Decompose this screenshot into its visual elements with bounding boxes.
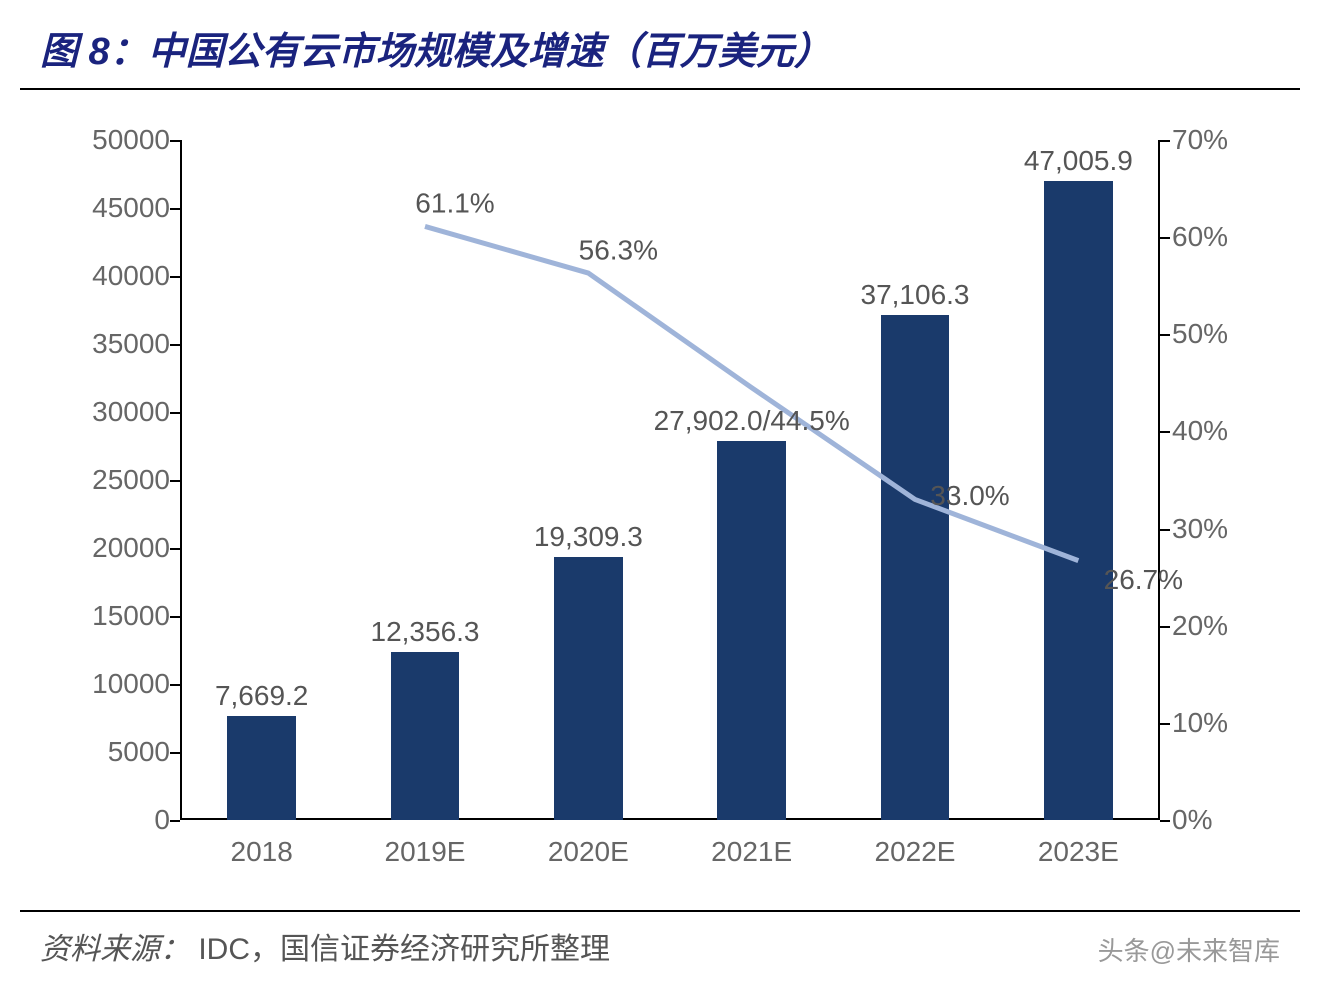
y-left-tick	[170, 208, 180, 210]
y-left-tick	[170, 752, 180, 754]
y-right-tick	[1160, 334, 1170, 336]
x-tick-label: 2018	[231, 836, 293, 868]
source-value: IDC，国信证券经济研究所整理	[198, 933, 610, 966]
y-right-tick	[1160, 626, 1170, 628]
y-right-tick-label: 50%	[1172, 318, 1272, 350]
y-left-tick	[170, 412, 180, 414]
x-tick-label: 2019E	[385, 836, 466, 868]
plot-area: 61.1%56.3%33.0%26.7% 7,669.212,356.319,3…	[180, 140, 1160, 820]
bar-value-label: 12,356.3	[371, 616, 480, 648]
y-right-tick-label: 10%	[1172, 707, 1272, 739]
x-tick-label: 2021E	[711, 836, 792, 868]
line-value-label: 33.0%	[930, 480, 1009, 512]
y-left-tick-label: 50000	[50, 124, 170, 156]
source-label: 资料来源：	[40, 933, 190, 966]
bar-value-label: 37,106.3	[861, 279, 970, 311]
x-tick-label: 2020E	[548, 836, 629, 868]
y-left-tick-label: 35000	[50, 328, 170, 360]
y-right-tick-label: 0%	[1172, 804, 1272, 836]
chart-container: 0 5000 10000 15000 20000 25000 30000 35000 40000…	[40, 130, 1280, 890]
y-left-tick-label: 45000	[50, 192, 170, 224]
watermark: 头条@未来智库	[1098, 931, 1280, 968]
rule-top	[20, 88, 1300, 90]
source-text: 资料来源： IDC，国信证券经济研究所整理	[40, 924, 610, 968]
x-tick-label: 2023E	[1038, 836, 1119, 868]
y-left-tick	[170, 548, 180, 550]
y-left-tick	[170, 616, 180, 618]
growth-line	[180, 140, 1160, 820]
bar-value-label: 19,309.3	[534, 521, 643, 553]
bar-value-label: 27,902.0/44.5%	[654, 405, 850, 437]
line-value-label: 56.3%	[579, 235, 658, 267]
y-left-tick-label: 15000	[50, 600, 170, 632]
y-left-tick-label: 40000	[50, 260, 170, 292]
rule-bottom	[20, 910, 1300, 912]
y-right-tick	[1160, 820, 1170, 822]
y-right-tick-label: 70%	[1172, 124, 1272, 156]
y-left-tick-label: 5000	[50, 736, 170, 768]
line-value-label: 26.7%	[1104, 564, 1183, 596]
y-left-tick	[170, 344, 180, 346]
y-right-tick-label: 40%	[1172, 415, 1272, 447]
y-right-tick-label: 20%	[1172, 610, 1272, 642]
y-right-tick	[1160, 529, 1170, 531]
y-right-tick	[1160, 237, 1170, 239]
y-left-tick-label: 25000	[50, 464, 170, 496]
y-left-tick-label: 20000	[50, 532, 170, 564]
y-right-tick	[1160, 723, 1170, 725]
y-left-tick	[170, 276, 180, 278]
y-left-tick	[170, 480, 180, 482]
bar-value-label: 47,005.9	[1024, 145, 1133, 177]
bar-value-label: 7,669.2	[215, 680, 308, 712]
chart-title: 图 8：中国公有云市场规模及增速（百万美元）	[40, 20, 832, 75]
y-left-tick-label: 30000	[50, 396, 170, 428]
y-left-tick-label: 10000	[50, 668, 170, 700]
y-left-tick	[170, 820, 180, 822]
line-value-label: 61.1%	[415, 188, 494, 220]
y-right-tick	[1160, 140, 1170, 142]
y-left-tick-label: 0	[50, 804, 170, 836]
y-right-tick-label: 60%	[1172, 221, 1272, 253]
y-left-tick	[170, 140, 180, 142]
y-right-tick	[1160, 431, 1170, 433]
y-left-tick	[170, 684, 180, 686]
x-tick-label: 2022E	[875, 836, 956, 868]
y-right-tick-label: 30%	[1172, 513, 1272, 545]
